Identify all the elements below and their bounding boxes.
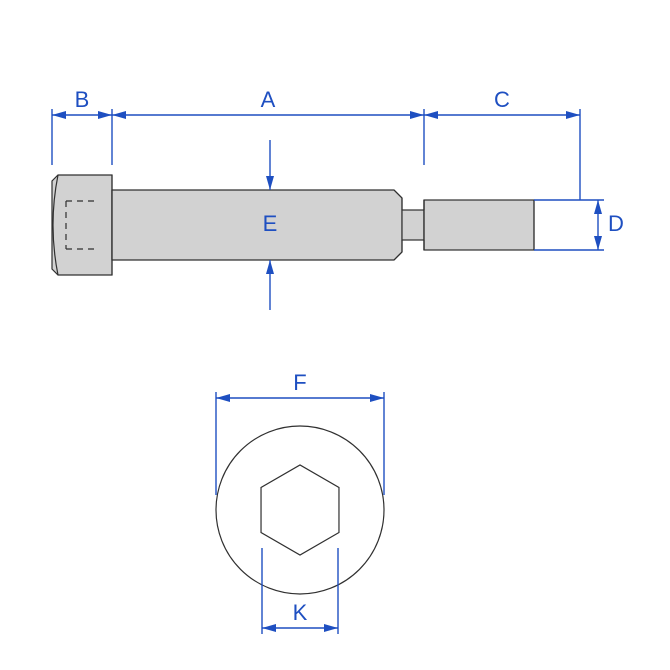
svg-text:D: D [608,211,624,236]
svg-text:K: K [293,600,308,625]
svg-text:A: A [261,87,276,112]
svg-text:E: E [263,211,278,236]
svg-text:C: C [494,87,510,112]
svg-text:F: F [293,370,306,395]
svg-text:B: B [75,87,90,112]
